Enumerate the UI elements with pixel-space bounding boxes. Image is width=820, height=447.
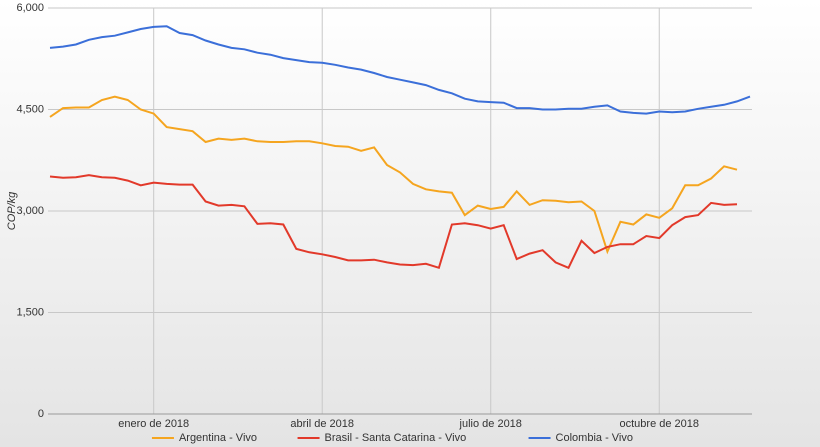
y-tick-label: 0 — [38, 408, 44, 420]
y-tick-label: 4,500 — [16, 103, 44, 115]
y-axis-label: COP/kg — [6, 191, 18, 230]
y-tick-label: 3,000 — [16, 205, 44, 217]
line-series — [49, 174, 738, 270]
y-tick-label: 6,000 — [16, 2, 44, 14]
x-tick-label: julio de 2018 — [459, 418, 522, 430]
y-tick-label: 1,500 — [16, 306, 44, 318]
line-series — [49, 25, 751, 115]
legend-label: Argentina - Vivo — [179, 432, 257, 444]
line-series — [49, 95, 738, 255]
legend-label: Colombia - Vivo — [556, 432, 633, 444]
x-tick-label: octubre de 2018 — [620, 418, 700, 430]
x-tick-label: enero de 2018 — [118, 418, 189, 430]
x-tick-label: abril de 2018 — [290, 418, 354, 430]
legend-label: Brasil - Santa Catarina - Vivo — [325, 432, 467, 444]
